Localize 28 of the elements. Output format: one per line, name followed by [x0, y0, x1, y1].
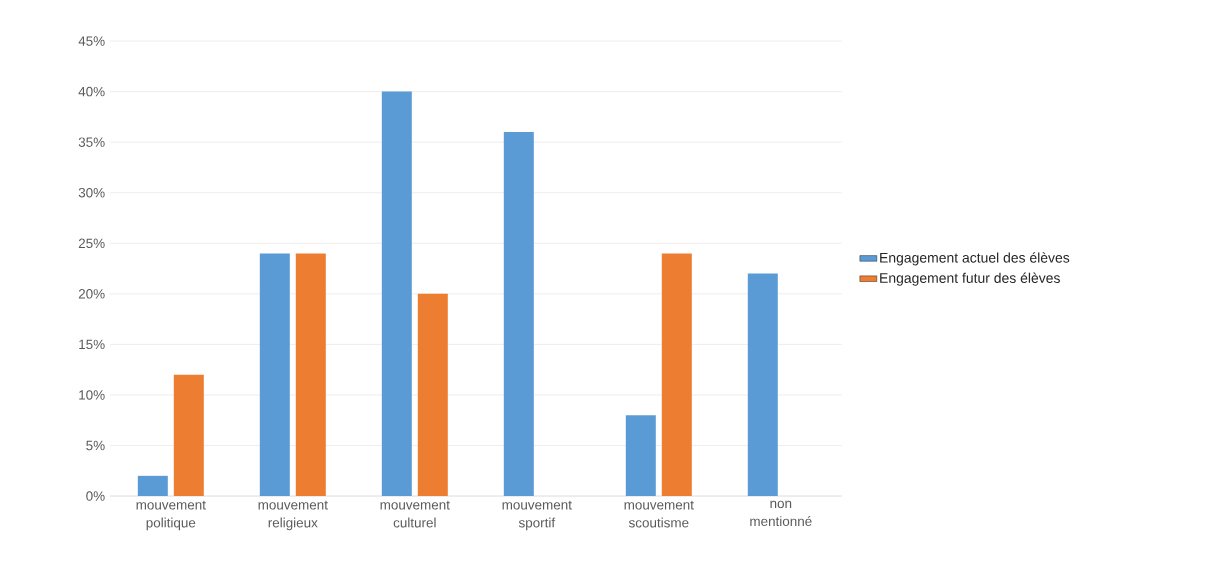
bar	[259, 253, 290, 497]
x-tick-label: mouvement culturel	[380, 500, 450, 528]
y-tick-label: 25%	[78, 238, 105, 249]
y-tick-label: 30%	[78, 187, 105, 198]
bar	[661, 253, 692, 497]
bar	[381, 91, 412, 497]
bar	[503, 132, 534, 497]
bar	[295, 253, 326, 497]
y-tick-label: 10%	[79, 390, 105, 400]
bar	[137, 475, 168, 497]
bar	[417, 293, 448, 497]
y-tick-label: 0%	[86, 491, 105, 501]
legend-label: Engagement futur des élèves	[880, 272, 1060, 286]
x-tick-label: mouvement sportif	[502, 500, 572, 531]
x-tick-label: mouvement politique	[136, 500, 206, 531]
y-tick-label: 40%	[78, 86, 105, 97]
y-tick-label: 35%	[78, 137, 105, 147]
y-tick-label: 15%	[79, 339, 105, 350]
bar	[173, 374, 204, 497]
x-tick-label: non mentionné	[750, 500, 812, 527]
bar	[625, 415, 656, 497]
legend-label: Engagement actuel des élèves	[880, 252, 1070, 266]
y-tick-label: 20%	[78, 289, 105, 299]
y-tick-label: 45%	[78, 36, 105, 46]
x-tick-label: mouvement scoutisme	[624, 500, 694, 528]
bar	[747, 273, 778, 497]
y-tick-label: 5%	[86, 440, 105, 451]
x-tick-label: mouvement religieux	[258, 500, 328, 531]
